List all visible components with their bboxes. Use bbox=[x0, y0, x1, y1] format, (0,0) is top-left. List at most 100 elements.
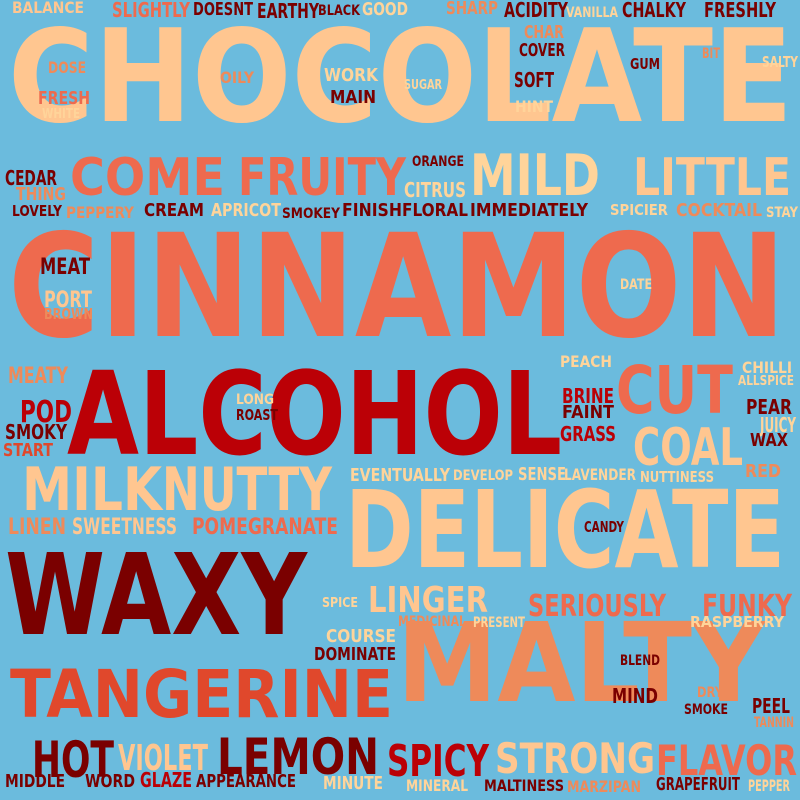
word-pepper: PEPPER bbox=[748, 776, 790, 795]
word-sense: SENSE bbox=[518, 464, 567, 485]
word-vanilla: VANILLA bbox=[566, 5, 619, 21]
word-juicy: JUICY bbox=[760, 413, 797, 437]
word-meat: MEAT bbox=[40, 255, 91, 280]
word-spicier: SPICIER bbox=[610, 201, 668, 219]
word-little: LITTLE bbox=[633, 148, 792, 208]
word-come: COME bbox=[70, 148, 226, 208]
word-sharp: SHARP bbox=[446, 0, 499, 19]
word-middle: MIDDLE bbox=[5, 771, 66, 792]
word-minute: MINUTE bbox=[323, 773, 384, 794]
word-sweetness: SWEETNESS bbox=[72, 515, 178, 540]
word-grass: GRASS bbox=[560, 422, 617, 446]
word-freshly: FRESHLY bbox=[704, 0, 777, 22]
word-tangerine: TANGERINE bbox=[10, 656, 394, 733]
word-finish: FINISH bbox=[342, 200, 403, 221]
word-cinnamon: CINNAMON bbox=[8, 203, 787, 370]
word-raspberry: RASPBERRY bbox=[690, 613, 785, 631]
word-meaty: MEATY bbox=[8, 364, 69, 389]
word-nutty: NUTTY bbox=[162, 455, 333, 525]
word-medicinal: MEDICINAL bbox=[398, 614, 467, 630]
word-cover: COVER bbox=[519, 40, 566, 61]
word-citrus: CITRUS bbox=[404, 178, 467, 202]
word-brown: BROWN bbox=[44, 305, 94, 323]
word-thing: THING bbox=[16, 184, 67, 205]
word-balance: BALANCE bbox=[12, 0, 85, 17]
word-tannin: TANNIN bbox=[754, 715, 795, 731]
word-mind: MIND bbox=[612, 684, 659, 708]
word-slightly: SLIGHTLY bbox=[112, 0, 191, 22]
word-develop: DEVELOP bbox=[453, 468, 514, 484]
word-spicy: SPICY bbox=[387, 736, 490, 787]
word-dose: DOSE bbox=[48, 58, 87, 77]
word-acidity: ACIDITY bbox=[504, 0, 569, 22]
word-funky: FUNKY bbox=[702, 589, 793, 624]
word-nuttiness: NUTTINESS bbox=[640, 468, 714, 486]
word-floral: FLORAL bbox=[402, 200, 469, 221]
word-main: MAIN bbox=[330, 87, 377, 108]
word-oily: OILY bbox=[220, 68, 254, 87]
word-sugar: SUGAR bbox=[404, 78, 443, 93]
word-faint: FAINT bbox=[562, 402, 615, 423]
word-fruity: FRUITY bbox=[238, 148, 407, 208]
word-smoky: SMOKY bbox=[5, 420, 68, 444]
word-violet: VIOLET bbox=[118, 738, 208, 779]
word-dominate: DOMINATE bbox=[314, 644, 397, 665]
word-chocolate: CHOCOLATE bbox=[8, 3, 794, 152]
word-chilli: CHILLI bbox=[742, 358, 793, 377]
word-present: PRESENT bbox=[473, 615, 526, 631]
word-peppery: PEPPERY bbox=[66, 203, 135, 222]
word-grapefruit: GRAPEFRUIT bbox=[656, 774, 741, 795]
word-soft: SOFT bbox=[514, 68, 555, 92]
word-cream: CREAM bbox=[144, 200, 205, 221]
word-date: DATE bbox=[620, 277, 653, 293]
word-apricot: APRICOT bbox=[211, 200, 282, 221]
word-mild: MILD bbox=[470, 143, 601, 209]
word-appearance: APPEARANCE bbox=[196, 771, 297, 792]
word-lemon: LEMON bbox=[217, 728, 380, 786]
word-waxy: WAXY bbox=[5, 531, 307, 661]
word-dry: DRY bbox=[697, 685, 724, 701]
word-milk: MILK bbox=[22, 455, 162, 525]
word-pod: POD bbox=[20, 395, 73, 430]
word-orange: ORANGE bbox=[412, 154, 465, 170]
word-delicate: DELICATE bbox=[345, 469, 786, 593]
word-white: WHITE bbox=[42, 107, 81, 122]
word-gum: GUM bbox=[630, 55, 661, 73]
word-cut: CUT bbox=[616, 352, 734, 429]
word-peach: PEACH bbox=[560, 352, 613, 371]
word-doesnt: DOESNT bbox=[193, 0, 254, 20]
word-alcohol: ALCOHOL bbox=[67, 348, 563, 482]
word-linger: LINGER bbox=[368, 580, 488, 621]
word-immediately: IMMEDIATELY bbox=[470, 200, 589, 221]
word-coal: COAL bbox=[633, 418, 744, 478]
word-blend: BLEND bbox=[620, 653, 661, 669]
word-linen: LINEN bbox=[8, 515, 67, 540]
word-brine: BRINE bbox=[562, 384, 615, 408]
word-spice: SPICE bbox=[322, 596, 359, 611]
word-lavender: LAVENDER bbox=[564, 465, 637, 484]
word-pear: PEAR bbox=[746, 395, 793, 419]
word-long: LONG bbox=[236, 392, 274, 408]
word-black: BLACK bbox=[318, 3, 361, 19]
word-port: PORT bbox=[44, 288, 93, 313]
word-peel: PEEL bbox=[752, 694, 791, 718]
word-seriously: SERIOUSLY bbox=[528, 589, 666, 624]
word-char: CHAR bbox=[524, 22, 565, 43]
word-start: START bbox=[3, 440, 54, 461]
word-eventually: EVENTUALLY bbox=[350, 465, 450, 486]
word-hint: HINT bbox=[515, 97, 554, 116]
word-flavor: FLAVOR bbox=[656, 736, 798, 785]
word-lovely: LOVELY bbox=[12, 202, 63, 220]
word-marzipan: MARZIPAN bbox=[567, 777, 642, 796]
word-chalky: CHALKY bbox=[622, 0, 687, 22]
word-red: RED bbox=[745, 461, 782, 482]
word-earthy: EARTHY bbox=[257, 0, 320, 23]
word-salty: SALTY bbox=[762, 53, 799, 71]
word-hot: HOT bbox=[32, 731, 115, 789]
word-cedar: CEDAR bbox=[5, 166, 58, 190]
word-smokey: SMOKEY bbox=[282, 206, 341, 222]
word-good: GOOD bbox=[362, 0, 409, 20]
word-fresh: FRESH bbox=[38, 88, 91, 109]
word-roast: ROAST bbox=[236, 406, 279, 424]
